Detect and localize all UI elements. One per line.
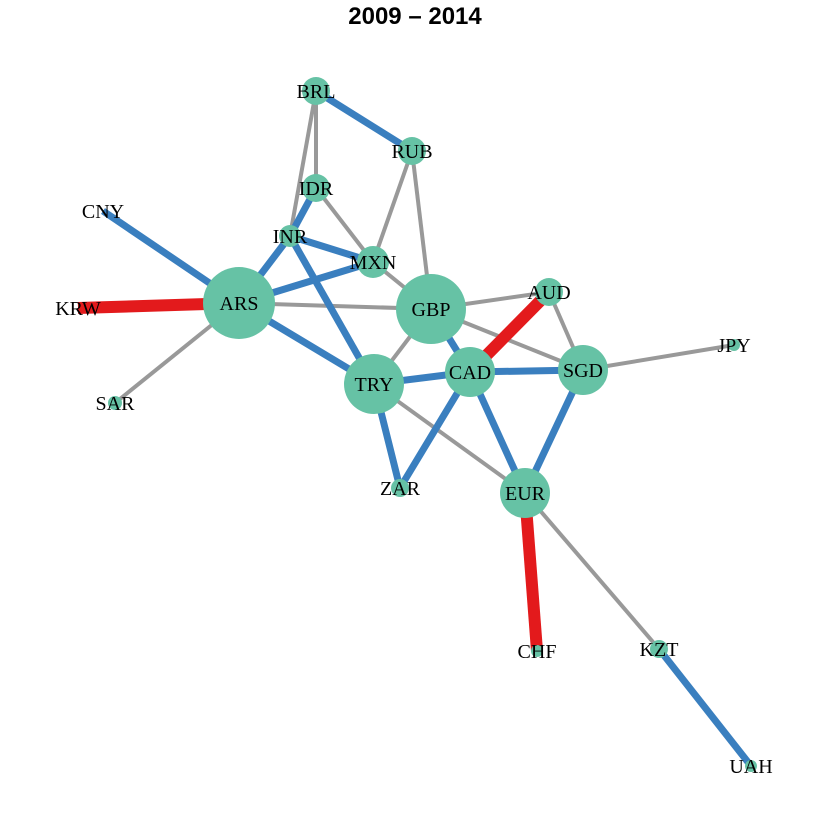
node-zar: ZAR	[380, 478, 421, 500]
node-label-jpy: JPY	[717, 335, 750, 357]
edge-eur-kzt	[523, 491, 661, 651]
node-label-try: TRY	[355, 374, 394, 396]
node-mxn: MXN	[350, 246, 397, 278]
node-cny: CNY	[82, 201, 124, 223]
node-label-sgd: SGD	[563, 360, 603, 382]
node-label-uah: UAH	[729, 756, 772, 778]
node-circle-rub	[398, 137, 426, 165]
node-gbp: GBP	[396, 274, 466, 344]
nodes-layer: BRL RUB IDR CNY INR MXN KRW ARS GBP AUD JPY SAR TRY C…	[55, 77, 773, 778]
node-circle-mxn	[357, 246, 389, 278]
node-circle-ars	[203, 267, 275, 339]
node-label-inr: INR	[273, 226, 308, 248]
node-circle-cad	[445, 347, 495, 397]
node-krw: KRW	[55, 298, 101, 320]
node-label-kzt: KZT	[640, 639, 679, 661]
node-label-eur: EUR	[505, 483, 546, 505]
node-circle-inr	[279, 225, 301, 247]
node-label-mxn: MXN	[350, 252, 397, 274]
node-label-ars: ARS	[220, 293, 259, 315]
node-label-zar: ZAR	[380, 478, 421, 500]
node-kzt: KZT	[640, 639, 679, 661]
node-circle-try	[344, 354, 404, 414]
node-circle-eur	[500, 468, 550, 518]
node-circle-jpy	[728, 339, 740, 351]
graph-title: 2009 – 2014	[348, 3, 482, 30]
node-aud: AUD	[527, 278, 571, 306]
node-circle-aud	[535, 278, 563, 306]
node-uah: UAH	[729, 756, 772, 778]
node-circle-brl	[302, 77, 330, 105]
node-jpy: JPY	[717, 335, 750, 357]
node-label-brl: BRL	[297, 81, 336, 103]
node-ars: ARS	[203, 267, 275, 339]
node-label-sar: SAR	[96, 393, 136, 415]
edge-kzt-uah	[656, 646, 754, 769]
node-label-idr: IDR	[299, 178, 334, 200]
node-rub: RUB	[391, 137, 433, 165]
node-circle-chf	[531, 645, 543, 657]
node-chf: CHF	[518, 641, 557, 663]
node-circle-zar	[391, 479, 409, 497]
node-label-cny: CNY	[82, 201, 124, 223]
edge-jpy-sgd	[582, 343, 735, 372]
edge-eur-chf	[519, 492, 543, 652]
node-sar: SAR	[96, 393, 136, 415]
node-circle-idr	[302, 174, 330, 202]
node-label-chf: CHF	[518, 641, 557, 663]
node-circle-gbp	[396, 274, 466, 344]
node-circle-sgd	[558, 345, 608, 395]
node-sgd: SGD	[558, 345, 608, 395]
node-cad: CAD	[445, 347, 495, 397]
node-label-krw: KRW	[55, 298, 101, 320]
node-label-rub: RUB	[391, 141, 432, 163]
node-eur: EUR	[500, 468, 550, 518]
node-idr: IDR	[299, 174, 334, 202]
node-inr: INR	[273, 225, 308, 248]
node-label-cad: CAD	[449, 362, 491, 384]
edge-rub-mxn	[371, 150, 414, 263]
node-label-aud: AUD	[527, 282, 570, 304]
node-circle-kzt	[650, 640, 668, 658]
node-brl: BRL	[297, 77, 336, 105]
node-circle-sar	[108, 396, 122, 410]
edges-layer	[77, 88, 754, 769]
node-try: TRY	[344, 354, 404, 414]
edge-brl-inr	[288, 90, 318, 237]
node-circle-uah	[745, 760, 757, 772]
node-label-gbp: GBP	[412, 299, 451, 321]
edge-try-eur	[372, 382, 527, 495]
edge-brl-rub	[314, 88, 414, 154]
